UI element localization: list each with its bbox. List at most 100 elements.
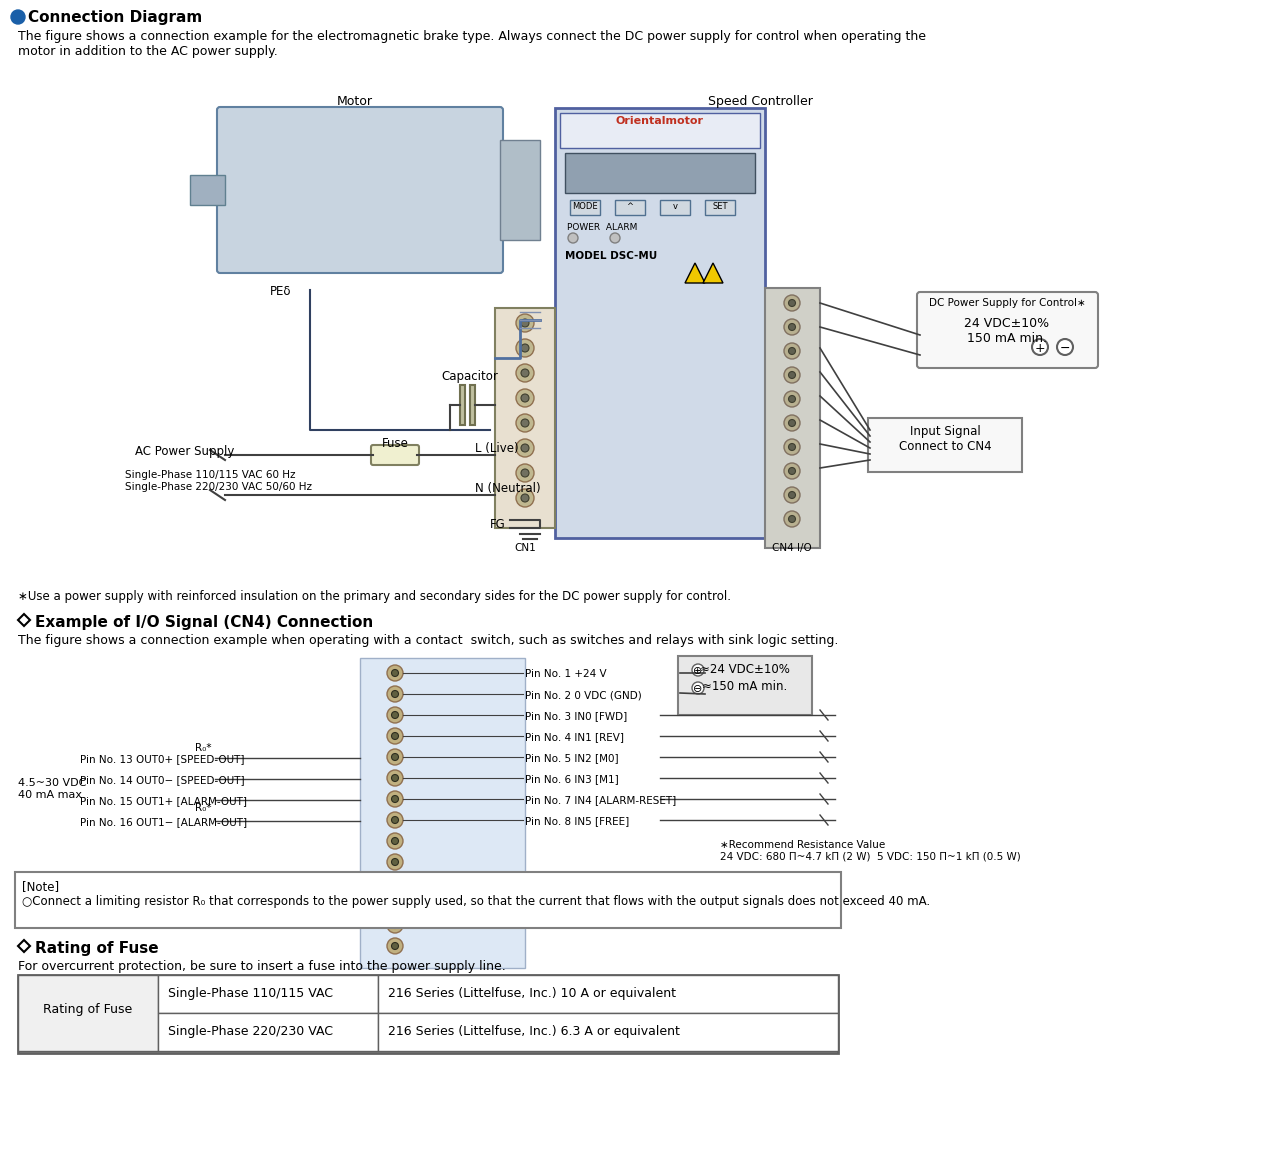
Text: ^: ^ [626, 202, 634, 211]
Text: Pin No. 1 +24 V: Pin No. 1 +24 V [525, 669, 607, 679]
FancyBboxPatch shape [218, 107, 503, 273]
Text: Rating of Fuse: Rating of Fuse [44, 1003, 133, 1015]
Circle shape [387, 854, 403, 870]
FancyBboxPatch shape [371, 445, 419, 465]
Circle shape [783, 415, 800, 431]
Bar [660, 200, 690, 215]
Circle shape [783, 368, 800, 383]
Text: Single-Phase 220/230 VAC: Single-Phase 220/230 VAC [168, 1025, 333, 1039]
Polygon shape [18, 614, 29, 626]
Bar [495, 308, 556, 528]
Text: Fuse: Fuse [381, 437, 408, 450]
Circle shape [692, 664, 704, 676]
Text: Motor: Motor [337, 95, 372, 108]
Text: R₀*: R₀* [195, 802, 211, 813]
Bar [561, 113, 760, 148]
Circle shape [788, 323, 795, 330]
Circle shape [783, 511, 800, 527]
Text: +: + [1034, 342, 1046, 355]
Circle shape [387, 875, 403, 891]
Text: PEδ: PEδ [270, 285, 292, 298]
Text: MODE: MODE [572, 202, 598, 211]
Bar [705, 200, 735, 215]
Circle shape [387, 791, 403, 807]
Text: Pin No. 13 OUT0+ [SPEED-OUT]: Pin No. 13 OUT0+ [SPEED-OUT] [79, 754, 244, 764]
Circle shape [516, 488, 534, 507]
Text: Rating of Fuse: Rating of Fuse [35, 941, 159, 956]
Circle shape [516, 388, 534, 407]
Circle shape [392, 942, 398, 949]
Text: 216 Series (Littelfuse, Inc.) 6.3 A or equivalent: 216 Series (Littelfuse, Inc.) 6.3 A or e… [388, 1025, 680, 1039]
Bar [765, 288, 820, 548]
Circle shape [12, 10, 26, 24]
Circle shape [387, 728, 403, 744]
Circle shape [783, 391, 800, 407]
Text: ≈24 VDC±10%: ≈24 VDC±10% [700, 663, 790, 676]
Bar [564, 154, 755, 193]
Bar [500, 140, 540, 240]
Text: Pin No. 5 IN2 [M0]: Pin No. 5 IN2 [M0] [525, 752, 618, 763]
Circle shape [516, 364, 534, 381]
Text: ⊖: ⊖ [694, 684, 703, 694]
FancyBboxPatch shape [678, 656, 812, 715]
Text: Speed Controller: Speed Controller [708, 95, 813, 108]
Text: ≈150 mA min.: ≈150 mA min. [703, 680, 787, 693]
Text: Pin No. 14 OUT0− [SPEED-OUT]: Pin No. 14 OUT0− [SPEED-OUT] [79, 775, 244, 785]
Circle shape [783, 438, 800, 455]
Bar [614, 200, 645, 215]
Bar [18, 975, 838, 1053]
Circle shape [387, 770, 403, 786]
Bar [460, 385, 465, 424]
Circle shape [392, 754, 398, 761]
Circle shape [387, 686, 403, 702]
Polygon shape [685, 263, 705, 283]
Text: −: − [1060, 342, 1070, 355]
Text: SET: SET [712, 202, 728, 211]
Circle shape [521, 419, 529, 427]
Circle shape [387, 896, 403, 912]
Bar [378, 1013, 838, 1051]
Circle shape [392, 921, 398, 928]
Polygon shape [18, 940, 29, 952]
Polygon shape [703, 263, 723, 283]
Circle shape [1057, 338, 1073, 355]
Text: 4.5~30 VDC
40 mA max.: 4.5~30 VDC 40 mA max. [18, 778, 86, 800]
Text: DC Power Supply for Control∗: DC Power Supply for Control∗ [928, 298, 1085, 308]
Text: Single-Phase 220/230 VAC 50/60 Hz: Single-Phase 220/230 VAC 50/60 Hz [125, 481, 312, 492]
Text: L (Live): L (Live) [475, 442, 518, 455]
Circle shape [611, 233, 620, 243]
Text: 24 VDC±10%
150 mA min.: 24 VDC±10% 150 mA min. [964, 317, 1050, 345]
Circle shape [783, 463, 800, 479]
Circle shape [521, 344, 529, 352]
Circle shape [516, 338, 534, 357]
Bar [157, 975, 378, 1013]
Text: N (Neutral): N (Neutral) [475, 481, 540, 495]
Circle shape [392, 858, 398, 865]
Circle shape [392, 712, 398, 719]
Text: Pin No. 7 IN4 [ALARM-RESET]: Pin No. 7 IN4 [ALARM-RESET] [525, 795, 676, 805]
Text: v: v [672, 202, 677, 211]
Circle shape [788, 492, 795, 499]
Text: Pin No. 15 OUT1+ [ALARM-OUT]: Pin No. 15 OUT1+ [ALARM-OUT] [79, 795, 247, 806]
Text: Pin No. 6 IN3 [M1]: Pin No. 6 IN3 [M1] [525, 775, 618, 784]
Circle shape [387, 749, 403, 765]
Circle shape [392, 879, 398, 886]
Circle shape [521, 494, 529, 502]
Text: MODEL DSC-MU: MODEL DSC-MU [564, 251, 657, 261]
FancyBboxPatch shape [916, 292, 1098, 368]
Bar [18, 975, 157, 1051]
Text: Pin No. 8 IN5 [FREE]: Pin No. 8 IN5 [FREE] [525, 816, 630, 826]
Circle shape [788, 468, 795, 475]
Circle shape [516, 414, 534, 431]
Circle shape [788, 348, 795, 355]
Text: 216 Series (Littelfuse, Inc.) 10 A or equivalent: 216 Series (Littelfuse, Inc.) 10 A or eq… [388, 987, 676, 1000]
Bar [570, 200, 600, 215]
Circle shape [788, 515, 795, 522]
Text: ∗Use a power supply with reinforced insulation on the primary and secondary side: ∗Use a power supply with reinforced insu… [18, 590, 731, 602]
Circle shape [516, 438, 534, 457]
Circle shape [521, 394, 529, 402]
Text: Single-Phase 110/115 VAC: Single-Phase 110/115 VAC [168, 987, 333, 1000]
Text: Example of I/O Signal (CN4) Connection: Example of I/O Signal (CN4) Connection [35, 615, 374, 630]
Circle shape [387, 939, 403, 954]
Circle shape [521, 369, 529, 377]
